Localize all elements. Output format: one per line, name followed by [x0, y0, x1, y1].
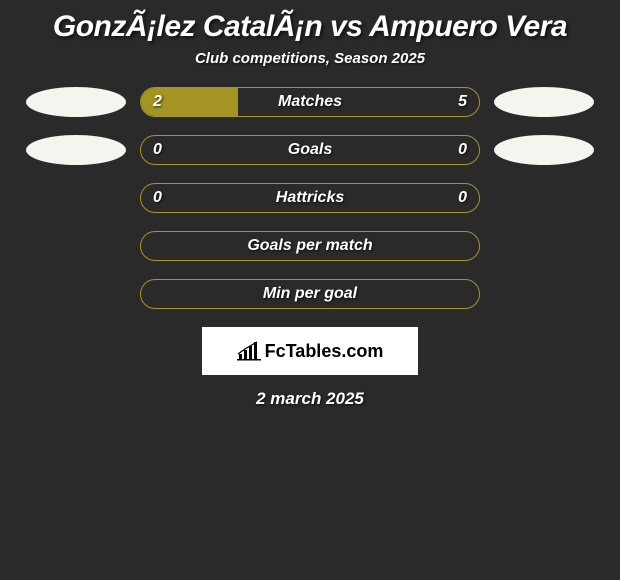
stat-value-left: 0 — [153, 141, 162, 159]
stat-bar: 2 Matches 5 — [140, 87, 480, 117]
chart-icon — [237, 341, 261, 361]
stat-label: Goals — [288, 141, 332, 159]
stat-row: Min per goal — [0, 279, 620, 309]
stat-value-right: 0 — [458, 141, 467, 159]
stat-value-left: 0 — [153, 189, 162, 207]
player-marker-left — [26, 135, 126, 165]
player-marker-right — [494, 87, 594, 117]
stat-row: 0 Hattricks 0 — [0, 183, 620, 213]
page-title: GonzÃ¡lez CatalÃ¡n vs Ampuero Vera — [0, 0, 620, 50]
stat-value-right: 5 — [458, 93, 467, 111]
player-marker-right — [494, 135, 594, 165]
stat-label: Hattricks — [276, 189, 344, 207]
stat-label: Goals per match — [247, 237, 372, 255]
player-marker-left — [26, 87, 126, 117]
stat-row: 0 Goals 0 — [0, 135, 620, 165]
comparison-widget: GonzÃ¡lez CatalÃ¡n vs Ampuero Vera Club … — [0, 0, 620, 409]
stat-bar: Goals per match — [140, 231, 480, 261]
stat-value-right: 0 — [458, 189, 467, 207]
stat-label: Matches — [278, 93, 342, 111]
logo-box: FcTables.com — [202, 327, 418, 375]
date-label: 2 march 2025 — [0, 389, 620, 409]
stat-bar: Min per goal — [140, 279, 480, 309]
stat-bar: 0 Goals 0 — [140, 135, 480, 165]
logo-text: FcTables.com — [265, 341, 384, 362]
stat-row: Goals per match — [0, 231, 620, 261]
stat-label: Min per goal — [263, 285, 357, 303]
stat-value-left: 2 — [153, 93, 162, 111]
stat-bar: 0 Hattricks 0 — [140, 183, 480, 213]
subtitle: Club competitions, Season 2025 — [0, 50, 620, 87]
stat-rows: 2 Matches 5 0 Goals 0 0 Hattricks 0 Goals per mat… — [0, 87, 620, 309]
stat-row: 2 Matches 5 — [0, 87, 620, 117]
